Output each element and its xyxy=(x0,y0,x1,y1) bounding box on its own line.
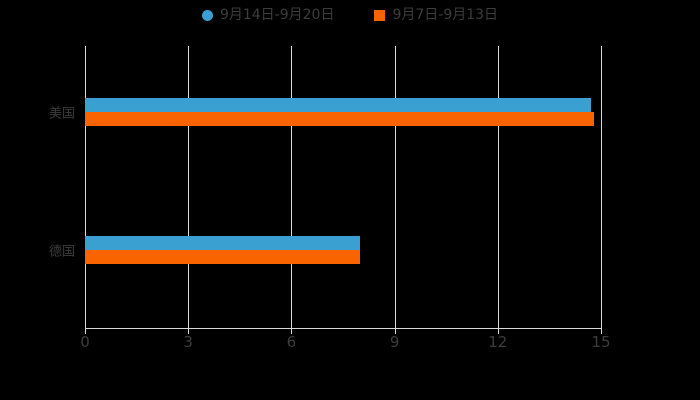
legend-label-series-2: 9月7日-9月13日 xyxy=(392,7,499,23)
x-tick-label-12: 12 xyxy=(488,333,508,351)
legend-circle-marker-icon xyxy=(201,9,213,21)
gridline-x-6 xyxy=(291,46,293,334)
chart-legend: 9月14日-9月20日 9月7日-9月13日 xyxy=(0,8,700,22)
y-tick-label-1: 德国 xyxy=(48,244,75,260)
legend-item-series-2[interactable]: 9月7日-9月13日 xyxy=(374,8,498,22)
legend-item-series-1[interactable]: 9月14日-9月20日 xyxy=(201,7,335,23)
legend-label-series-1: 9月14日-9月20日 xyxy=(219,7,335,23)
bar-1-series-0[interactable] xyxy=(85,236,361,250)
y-tick-label-0: 美国 xyxy=(48,106,75,122)
plot-area xyxy=(85,46,602,334)
x-tick-label-3: 3 xyxy=(183,333,193,351)
x-tick-label-6: 6 xyxy=(286,333,297,351)
x-tick-label-15: 15 xyxy=(591,333,611,351)
x-tick-label-9: 9 xyxy=(389,333,400,351)
bar-1-series-1[interactable] xyxy=(85,250,361,264)
gridline-x-0 xyxy=(85,46,86,334)
bar-0-series-0[interactable] xyxy=(85,98,591,112)
bar-0-series-1[interactable] xyxy=(85,112,595,126)
gridline-x-15 xyxy=(601,46,602,334)
x-axis-line xyxy=(85,328,602,329)
gridline-x-12 xyxy=(497,46,499,334)
legend-square-marker-icon xyxy=(374,9,386,21)
gridline-x-3 xyxy=(188,46,190,334)
gridline-x-9 xyxy=(394,46,396,334)
x-tick-label-0: 0 xyxy=(80,333,90,351)
